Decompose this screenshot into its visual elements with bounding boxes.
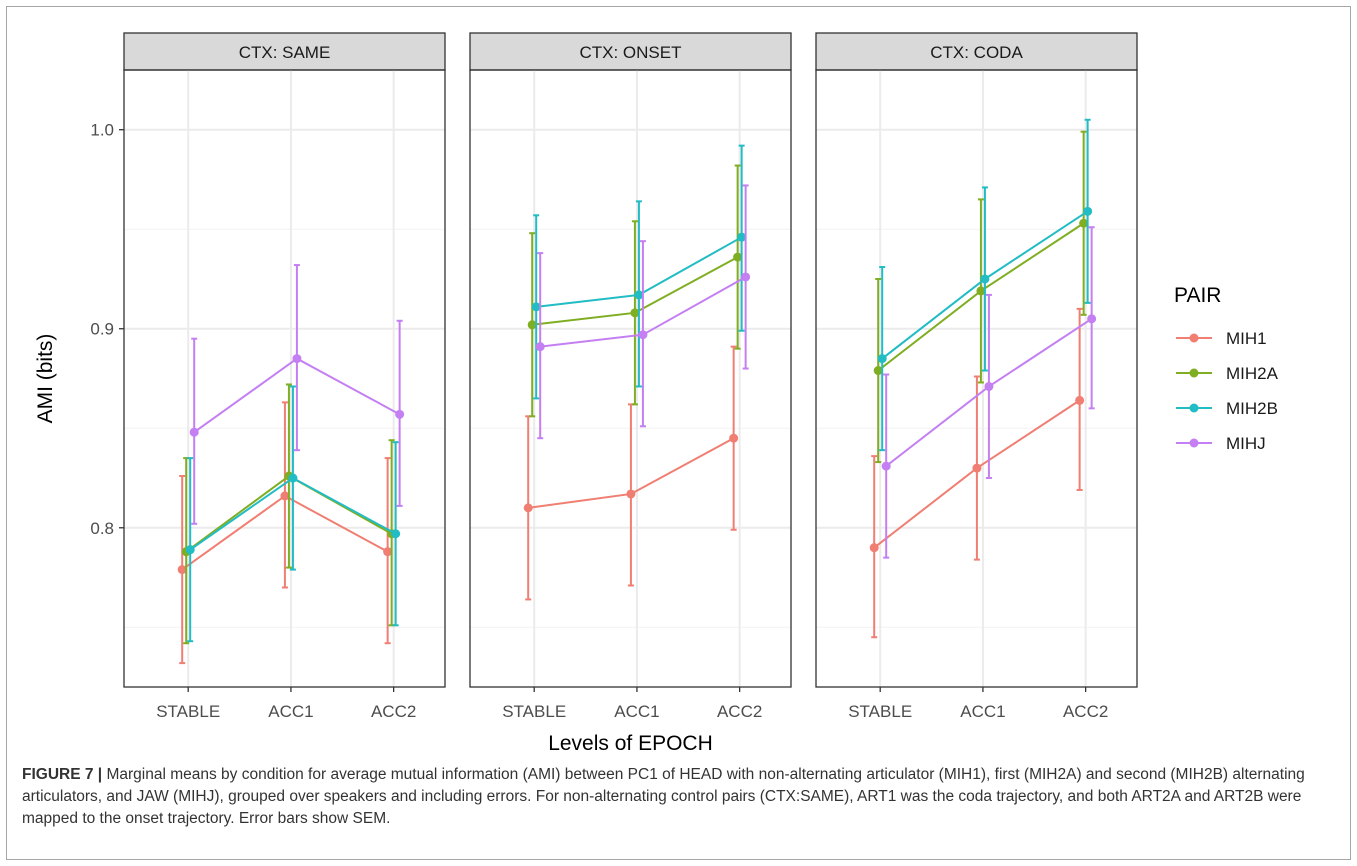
figure-caption: FIGURE 7 | Marginal means by condition f…: [22, 764, 1340, 830]
data-point-mih2b: [634, 290, 644, 300]
legend: PAIR MIH1 MIH2A MIH2B MIHJ: [1174, 284, 1279, 453]
data-point-mih2b: [980, 274, 990, 284]
data-point-mih2b: [1083, 206, 1093, 216]
y-tick-label: 0.9: [90, 320, 114, 339]
y-axis-title: AMI (bits): [34, 334, 57, 424]
data-point-mihj: [535, 342, 545, 352]
data-point-mih1: [523, 503, 533, 513]
x-tick-label: ACC1: [960, 702, 1005, 721]
legend-key-point: [1189, 333, 1199, 343]
facet-strip: [469, 32, 792, 71]
data-point-mihj: [984, 381, 994, 391]
legend-key-point: [1189, 403, 1199, 413]
data-point-mih2b: [531, 302, 541, 312]
panel-border: [815, 69, 1138, 688]
data-point-mih1: [280, 491, 290, 501]
data-point-mih2a: [873, 366, 883, 376]
legend-label-mih2a: MIH2A: [1226, 364, 1279, 383]
legend-key-point: [1189, 368, 1199, 378]
facet-strip-label: CTX: CODA: [930, 43, 1023, 62]
data-point-mih2b: [185, 545, 195, 555]
data-point-mih2a: [733, 252, 743, 262]
data-point-mihj: [1087, 314, 1097, 324]
data-point-mih2a: [630, 308, 640, 318]
data-point-mih2a: [976, 286, 986, 296]
x-tick-label: ACC1: [614, 702, 659, 721]
data-point-mih1: [383, 547, 393, 557]
data-point-mih2b: [288, 473, 298, 483]
data-point-mih1: [1075, 395, 1085, 405]
facet-panel-1: CTX: ONSET STABLE ACC1 ACC2: [469, 32, 792, 721]
x-tick-label: ACC2: [717, 702, 762, 721]
x-tick-label: ACC2: [1063, 702, 1108, 721]
legend-title: PAIR: [1174, 284, 1221, 307]
panel-border: [469, 69, 792, 688]
x-tick-label: ACC1: [268, 702, 313, 721]
x-tick-label: STABLE: [156, 702, 220, 721]
data-point-mih1: [869, 543, 879, 553]
figure-label: FIGURE 7 |: [22, 766, 103, 783]
facet-panel-2: CTX: CODA STABLE ACC1 ACC2: [815, 32, 1138, 721]
facet-strip-label: CTX: SAME: [239, 43, 331, 62]
legend-label-mih2b: MIH2B: [1226, 399, 1278, 418]
facet-strip: [815, 32, 1138, 71]
data-point-mih1: [729, 433, 739, 443]
data-point-mihj: [189, 427, 199, 437]
data-point-mih1: [626, 489, 636, 499]
legend-key-point: [1189, 438, 1199, 448]
data-point-mih2a: [527, 320, 537, 330]
data-point-mih1: [972, 463, 982, 473]
legend-label-mih1: MIH1: [1226, 329, 1267, 348]
data-point-mih2b: [737, 232, 747, 242]
data-point-mihj: [638, 330, 648, 340]
data-point-mih2b: [877, 354, 887, 364]
data-point-mihj: [741, 272, 751, 282]
chart: CTX: SAME STABLE ACC1 ACC2 CTX: ONSET STABLE A…: [34, 32, 1279, 755]
data-point-mih2a: [1079, 218, 1089, 228]
data-point-mihj: [395, 409, 405, 419]
x-axis-title: Levels of EPOCH: [548, 732, 713, 755]
facet-strip-label: CTX: ONSET: [579, 43, 681, 62]
panel-border: [123, 69, 446, 688]
data-point-mih1: [177, 565, 187, 575]
legend-label-mihj: MIHJ: [1226, 434, 1266, 453]
x-tick-label: STABLE: [848, 702, 912, 721]
data-point-mihj: [292, 354, 302, 364]
data-point-mihj: [881, 461, 891, 471]
x-tick-label: ACC2: [371, 702, 416, 721]
y-tick-label: 0.8: [90, 519, 114, 538]
y-tick-label: 1.0: [90, 121, 114, 140]
figure-caption-text: Marginal means by condition for average …: [22, 766, 1305, 827]
facet-panel-0: CTX: SAME STABLE ACC1 ACC2: [123, 32, 446, 721]
figure-frame: [6, 6, 1351, 860]
x-tick-label: STABLE: [502, 702, 566, 721]
data-point-mih2b: [391, 529, 401, 539]
